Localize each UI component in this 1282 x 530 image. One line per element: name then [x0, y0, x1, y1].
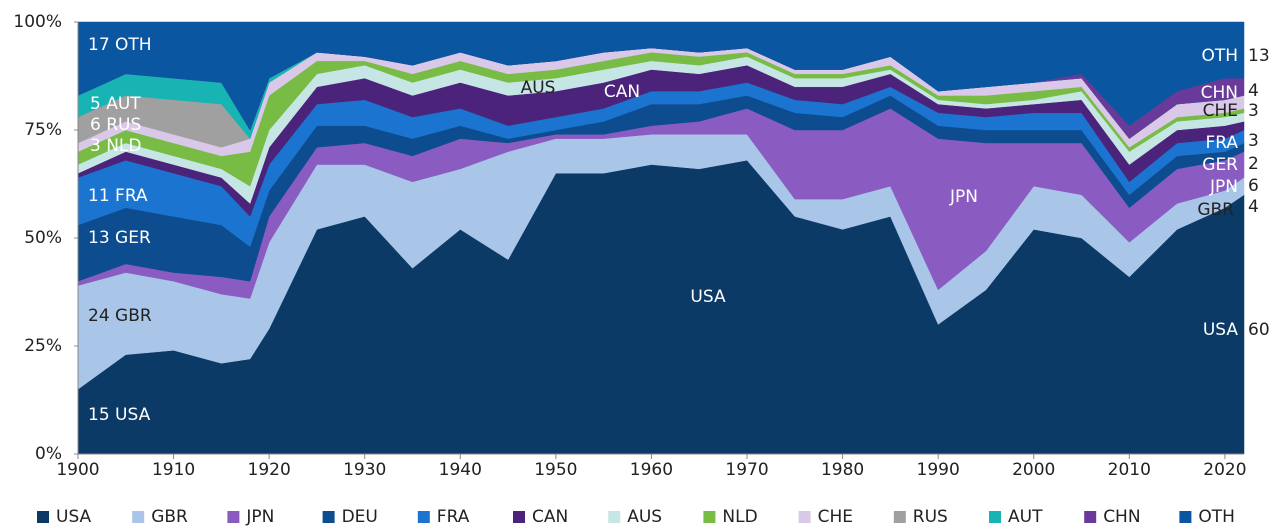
y-tick-label: 50%	[24, 228, 62, 248]
x-tick-label: 1910	[152, 460, 195, 480]
legend-label: AUT	[1008, 507, 1043, 526]
annotation: CHE	[1203, 101, 1238, 121]
annotation: 2	[1248, 154, 1259, 174]
legend-label: NLD	[722, 507, 757, 526]
legend-label: FRA	[437, 507, 470, 526]
annotation: 13 GER	[88, 228, 151, 248]
annotation: OTH	[1201, 46, 1238, 66]
x-tick-label: 1960	[630, 460, 673, 480]
annotation: JPN	[949, 187, 978, 207]
legend-swatch	[132, 511, 145, 523]
area	[77, 21, 1245, 131]
x-tick-label: 1970	[725, 460, 768, 480]
annotation: GBR	[1197, 200, 1234, 220]
legend-label: DEU	[342, 507, 378, 526]
annotation: 11 FRA	[88, 186, 148, 206]
y-tick-label: 25%	[24, 336, 62, 356]
legend-swatch	[1179, 511, 1192, 523]
x-tick-label: 1920	[248, 460, 291, 480]
annotation: FRA	[1205, 133, 1238, 153]
x-tick-label: 2000	[1012, 460, 1055, 480]
legend-swatch	[703, 511, 716, 523]
annotation: AUS	[521, 78, 556, 98]
legend-label: CHE	[818, 507, 853, 526]
annotation: USA	[1203, 320, 1239, 340]
annotation: 5 AUT	[90, 94, 141, 114]
legend-swatch	[513, 511, 525, 523]
annotation: USA	[690, 287, 726, 307]
y-tick-label: 100%	[13, 12, 62, 32]
legend-label: GBR	[151, 507, 188, 526]
legend-swatch	[322, 511, 335, 523]
legend-swatch	[37, 511, 49, 523]
annotation: CAN	[604, 82, 640, 102]
x-tick-label: 1930	[343, 460, 386, 480]
annotation: 3 NLD	[90, 136, 142, 156]
annotation: 15 USA	[88, 405, 151, 425]
annotation: 13	[1248, 46, 1270, 66]
annotation: 3	[1248, 131, 1259, 151]
annotation: 3	[1248, 101, 1259, 121]
legend-swatch	[608, 511, 621, 523]
annotation: CHN	[1201, 83, 1238, 103]
annotation: JPN	[1209, 177, 1238, 197]
annotation: 6 RUS	[90, 115, 141, 135]
legend-label: OTH	[1198, 507, 1235, 526]
legend-label: CAN	[532, 507, 568, 526]
legend-swatch	[989, 511, 1001, 523]
x-tick-label: 2020	[1203, 460, 1246, 480]
legend-swatch	[798, 511, 811, 523]
legend-label: CHN	[1103, 507, 1140, 526]
annotation: 17 OTH	[88, 35, 152, 55]
legend-label: RUS	[913, 507, 948, 526]
annotation: GER	[1202, 155, 1238, 175]
annotation: 24 GBR	[88, 306, 152, 326]
annotation: 60	[1248, 320, 1270, 340]
annotation: 4	[1248, 197, 1259, 217]
x-tick-label: 1980	[821, 460, 864, 480]
y-tick-label: 75%	[24, 120, 62, 140]
legend-swatch	[1084, 511, 1097, 523]
x-tick-label: 1940	[439, 460, 482, 480]
legend-label: AUS	[627, 507, 662, 526]
legend-swatch	[227, 511, 240, 523]
x-tick-label: 1950	[534, 460, 577, 480]
annotation: 4	[1248, 81, 1259, 101]
x-tick-label: 2010	[1108, 460, 1151, 480]
legend-label: JPN	[245, 507, 274, 526]
y-tick-label: 0%	[35, 444, 62, 464]
legend-label: USA	[56, 507, 92, 526]
x-tick-label: 1990	[917, 460, 960, 480]
annotation: 6	[1248, 176, 1259, 196]
legend-swatch	[417, 511, 430, 523]
x-tick-label: 1900	[56, 460, 99, 480]
legend-swatch	[893, 511, 906, 523]
